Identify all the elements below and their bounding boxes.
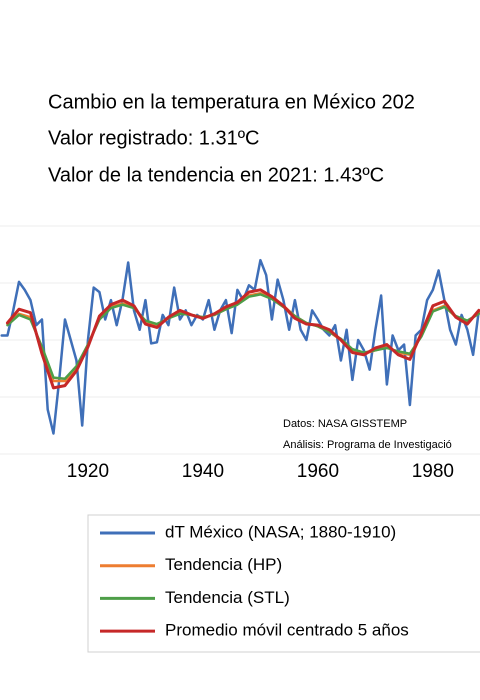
title-line: Valor de la tendencia en 2021: 1.43ºC [48,164,384,186]
x-tick-label: 1960 [297,461,339,482]
series-line [0,258,480,435]
plot-lines [0,258,480,435]
x-tick-label: 1940 [182,461,224,482]
legend: dT México (NASA; 1880-1910) Tendencia (HP… [100,522,409,640]
legend-label: Promedio móvil centrado 5 años [165,621,409,640]
x-axis: 1920 1940 1960 1980 [67,461,454,482]
legend-label: dT México (NASA; 1880-1910) [165,522,396,541]
series-line [5,288,480,390]
x-tick-label: 1920 [67,461,109,482]
x-tick-label: 1980 [412,461,454,482]
legend-label: Tendencia (HP) [165,555,282,574]
source-note: Análisis: Programa de Investigació [283,439,452,451]
legend-box [87,514,480,653]
legend-label: Tendencia (STL) [165,588,290,607]
title-line: Valor registrado: 1.31ºC [48,127,259,149]
source-note: Datos: NASA GISSTEMP [283,418,407,430]
title-line: Cambio en la temperatura en México 202 [48,91,415,113]
